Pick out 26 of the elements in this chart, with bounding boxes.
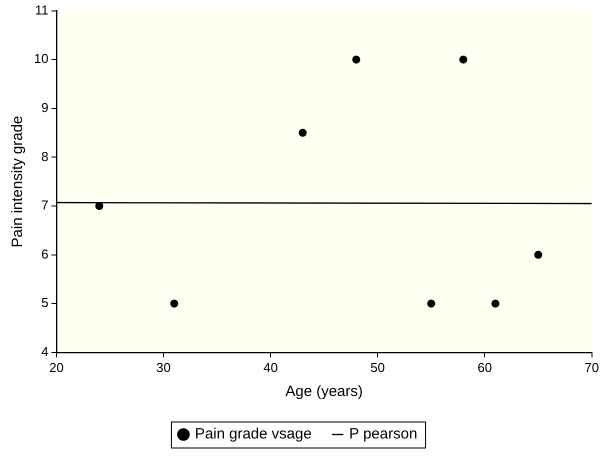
point	[491, 300, 500, 308]
y-axis-title: Pain intensity grade	[9, 116, 26, 248]
y-tick-label: 9	[41, 100, 48, 115]
x-tick-label: 50	[370, 360, 385, 375]
x-axis-title: Age (years)	[285, 383, 363, 400]
x-tick-label: 70	[584, 360, 600, 375]
y-tick-label: 6	[41, 246, 48, 262]
y-tick-label: 5	[41, 295, 48, 310]
point	[534, 250, 542, 259]
y-tick-label: 4	[41, 344, 48, 359]
point	[298, 128, 307, 137]
point	[170, 300, 178, 308]
x-tick-label: 40	[263, 360, 278, 375]
legend-label: Pain grade vsage	[194, 426, 312, 443]
point	[459, 56, 468, 64]
y-tick-label: 8	[41, 148, 48, 164]
x-tick-label: 20	[49, 360, 64, 375]
point	[427, 300, 436, 308]
y-tick-label: 10	[34, 51, 48, 66]
point	[352, 56, 360, 64]
legend-label: P pearson	[349, 426, 418, 443]
point	[95, 202, 104, 210]
y-tick-label: 7	[41, 198, 48, 213]
x-tick-label: 30	[156, 360, 171, 375]
x-tick-label: 60	[477, 360, 492, 375]
y-tick-label: 11	[34, 2, 48, 18]
